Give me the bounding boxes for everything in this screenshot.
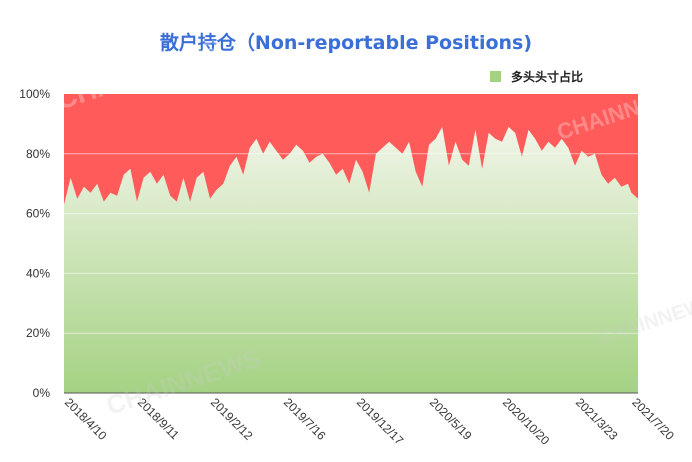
x-tick-label: 2018/9/11 [135,395,182,442]
legend-label: 多头头寸占比 [511,70,584,84]
y-tick-label: 60% [26,207,50,221]
x-tick-label: 2021/7/20 [629,395,677,443]
y-tick-label: 0% [33,386,51,400]
x-tick-label: 2019/2/12 [208,395,256,443]
legend: 多头头寸占比 [490,68,583,85]
y-tick-label: 80% [26,147,50,161]
y-tick-label: 40% [26,266,50,280]
grid-lines [64,153,638,334]
x-tick-label: 2020/5/19 [427,395,475,443]
x-tick-label: 2021/3/23 [573,395,621,443]
x-axis-ticks: 2018/4/10 2018/9/11 2019/2/12 2019/7/16 2019… [62,395,677,448]
x-tick-label: 2019/7/16 [281,395,329,443]
legend-swatch [490,71,501,82]
y-tick-label: 100% [19,87,50,101]
y-axis-ticks: 0% 20% 40% 60% 80% 100% [19,87,50,400]
series-area [64,126,638,394]
x-tick-label: 2019/12/17 [354,395,407,448]
x-tick-label: 2018/4/10 [62,395,110,443]
x-tick-label: 2020/10/20 [500,395,553,448]
y-tick-label: 20% [26,326,50,340]
chart-title: 散户持仓（Non-reportable Positions) [159,32,533,54]
